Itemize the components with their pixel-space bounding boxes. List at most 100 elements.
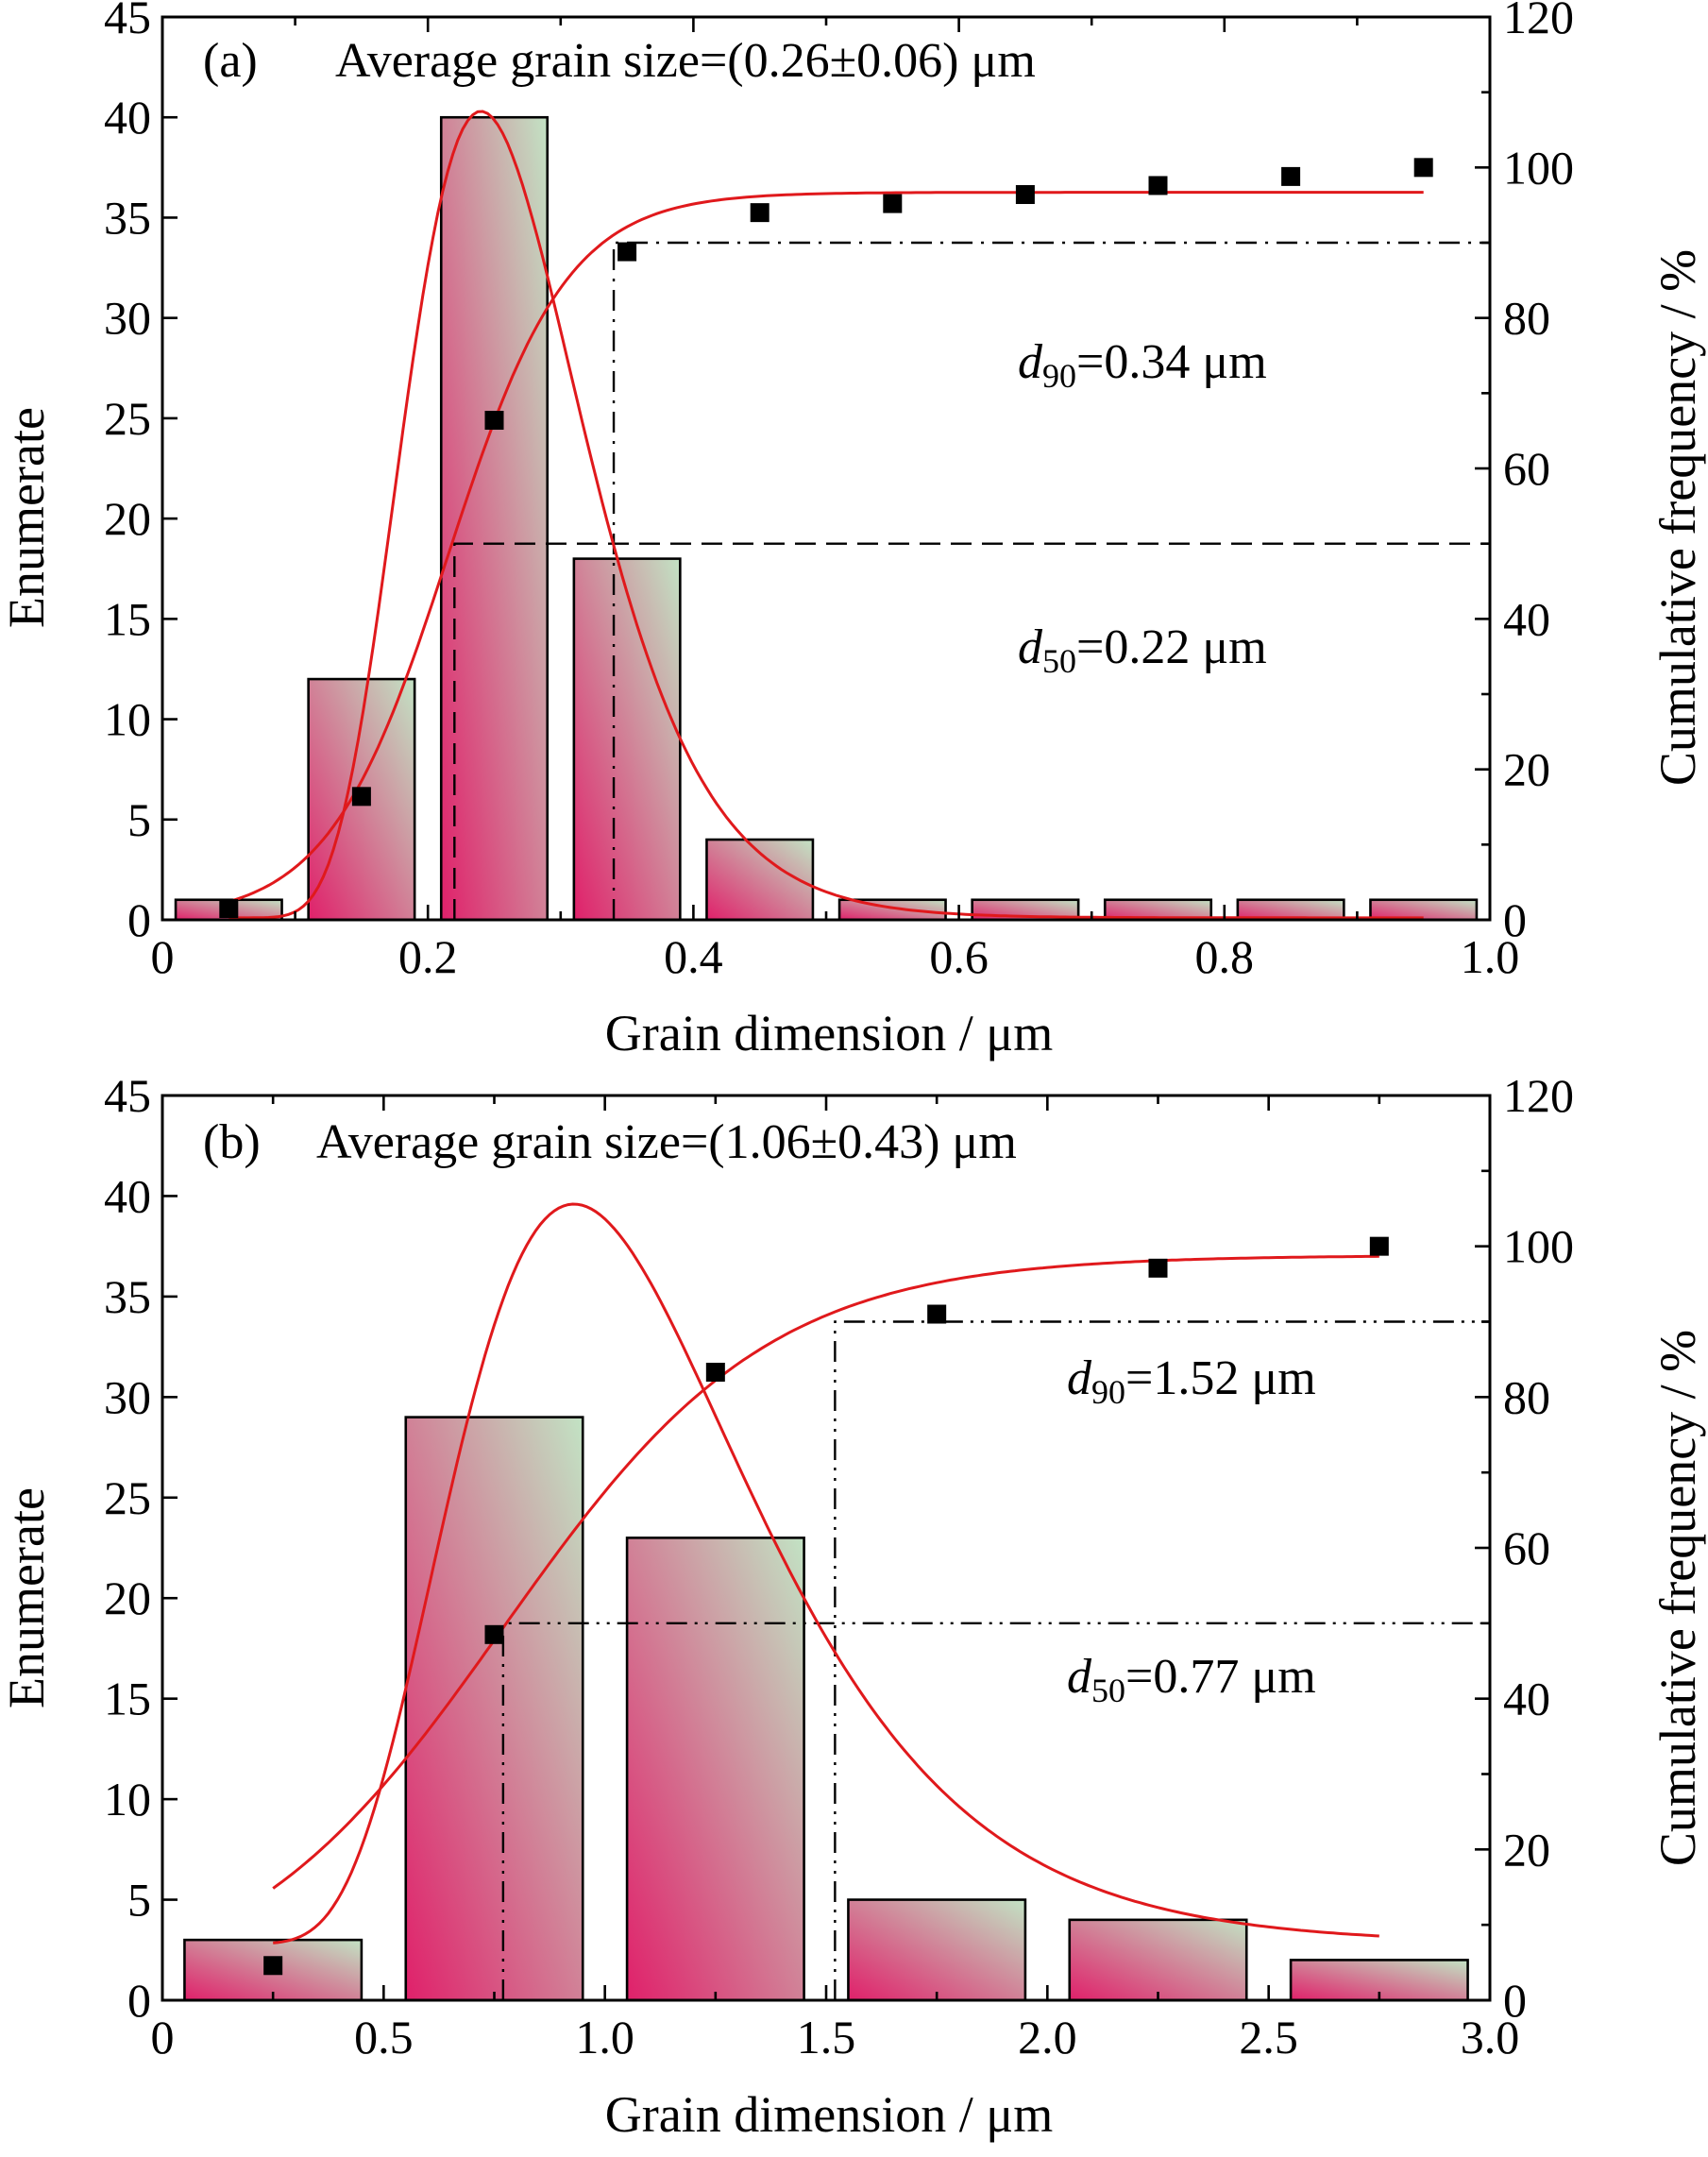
cumulative-fit-curve: [272, 1254, 1379, 1890]
chart-title: Average grain size=(1.06±0.43) μm: [316, 1115, 1017, 1169]
x-tick-label: 3.0: [1461, 2011, 1520, 2064]
cumulative-point: [927, 1304, 947, 1324]
axes-frame: [161, 1094, 1492, 2002]
y2-tick-label: 120: [1503, 0, 1574, 43]
x-tick-label: 1.0: [575, 2011, 634, 2064]
x-tick-label: 1.0: [1461, 930, 1520, 983]
y2-tick-label: 40: [1503, 592, 1550, 645]
y2-tick-label: 40: [1503, 1673, 1550, 1725]
d90-symbol: d: [1018, 335, 1043, 389]
cumulative-points: [219, 158, 1433, 919]
d90-subscript: 90: [1042, 357, 1076, 395]
y-tick-label: 20: [104, 492, 151, 545]
d90-annotation: d90=1.52 μm: [1067, 1351, 1316, 1411]
x-tick-label: 0.5: [354, 2011, 414, 2064]
d90-subscript: 90: [1091, 1373, 1125, 1411]
d90-value: =0.34 μm: [1076, 335, 1267, 389]
y-tick-label: 30: [104, 292, 151, 345]
cumulative-point: [351, 787, 371, 807]
y2-tick-label: 120: [1503, 1069, 1574, 1122]
y2-axis-label: Cumulative frequency / %: [1649, 249, 1706, 786]
y-axis-label: Enumerate: [0, 407, 55, 628]
x-axis-label: Grain dimension / μm: [605, 2086, 1053, 2143]
d50-value: =0.77 μm: [1125, 1650, 1316, 1704]
y-tick-label: 35: [104, 191, 151, 244]
y2-tick-label: 0: [1503, 1974, 1527, 2027]
cumulative-point: [1148, 176, 1168, 195]
y-tick-label: 10: [104, 693, 151, 746]
y2-tick-label: 100: [1503, 1220, 1574, 1273]
cumulative-point: [1281, 166, 1301, 186]
y-tick-label: 15: [104, 592, 151, 645]
x-tick-label: 2.0: [1018, 2011, 1077, 2064]
distribution-fit-curve: [273, 1202, 1379, 1945]
axis-ticks: [161, 15, 1492, 922]
y-tick-label: 25: [104, 392, 151, 445]
y-tick-label: 5: [127, 1874, 151, 1927]
x-axis-label: Grain dimension / μm: [605, 1005, 1053, 1062]
histogram-bar: [837, 898, 947, 922]
y-tick-label: 10: [104, 1773, 151, 1826]
x-tick-label: 0.8: [1195, 930, 1255, 983]
d90-guide-line: [834, 1320, 1490, 2000]
d50-value: =0.22 μm: [1076, 620, 1267, 674]
y-tick-label: 40: [104, 91, 151, 144]
cumulative-point: [705, 1362, 725, 1382]
y-tick-label: 5: [127, 793, 151, 846]
y-tick-label: 40: [104, 1169, 151, 1222]
fit-curves: [272, 1202, 1379, 1945]
d50-subscript: 50: [1091, 1672, 1125, 1709]
y-tick-label: 15: [104, 1673, 151, 1725]
d90-guide-line: [612, 241, 1490, 920]
d90-symbol: d: [1067, 1351, 1092, 1405]
panel-label: (a): [203, 34, 258, 88]
histogram-bar: [404, 1416, 584, 2002]
x-tick-label: 0: [151, 930, 175, 983]
y-axis-label: Enumerate: [0, 1487, 55, 1708]
y2-tick-label: 60: [1503, 1521, 1550, 1574]
d50-symbol: d: [1018, 620, 1043, 674]
x-tick-label: 0: [151, 2011, 175, 2064]
histogram-bar: [625, 1537, 805, 2002]
y2-tick-label: 20: [1503, 1823, 1550, 1876]
panel-label: (b): [203, 1115, 261, 1169]
percentile-guides: [453, 241, 1490, 920]
d50-subscript: 50: [1042, 642, 1076, 680]
cumulative-point: [484, 1624, 504, 1644]
d50-guide-line: [501, 1622, 1490, 2000]
panel-a: 0 0.2 0.4 0.6 0.8 1.0051015202530354045020406…: [0, 0, 1706, 1062]
y2-tick-label: 60: [1503, 442, 1550, 495]
histogram-bar: [847, 1898, 1027, 2002]
percentile-guides: [501, 1320, 1490, 2000]
cumulative-point: [1148, 1258, 1168, 1278]
y2-tick-label: 0: [1503, 893, 1527, 946]
d90-annotation: d90=0.34 μm: [1018, 335, 1267, 395]
y-tick-label: 25: [104, 1471, 151, 1524]
plot-frame: [161, 1094, 1492, 2002]
cumulative-point: [1369, 1236, 1389, 1256]
y-tick-label: 20: [104, 1571, 151, 1624]
x-tick-label: 0.2: [398, 930, 458, 983]
x-tick-label: 0.4: [664, 930, 723, 983]
x-tick-label: 2.5: [1239, 2011, 1298, 2064]
cumulative-point: [617, 242, 637, 262]
cumulative-point: [219, 899, 239, 919]
histogram-bars: [174, 115, 1479, 922]
y2-tick-label: 80: [1503, 1370, 1550, 1423]
histogram-bar: [439, 115, 550, 922]
axis-ticks: [161, 1094, 1492, 2002]
d50-annotation: d50=0.77 μm: [1067, 1650, 1316, 1709]
y-tick-label: 45: [104, 0, 151, 43]
d50-annotation: d50=0.22 μm: [1018, 620, 1267, 680]
panel-b: 0 0.5 1.0 1.5 2.0 2.5 3.0051015202530354045020…: [0, 1069, 1706, 2143]
y2-tick-label: 80: [1503, 292, 1550, 345]
x-tick-label: 1.5: [797, 2011, 856, 2064]
y2-axis-label: Cumulative frequency / %: [1649, 1330, 1706, 1866]
cumulative-point: [1413, 158, 1433, 178]
histogram-bar: [1068, 1918, 1248, 2002]
cumulative-points: [263, 1236, 1389, 1976]
chart-title: Average grain size=(0.26±0.06) μm: [335, 34, 1036, 88]
y-tick-label: 0: [127, 893, 151, 946]
cumulative-fit-curve: [228, 191, 1424, 904]
